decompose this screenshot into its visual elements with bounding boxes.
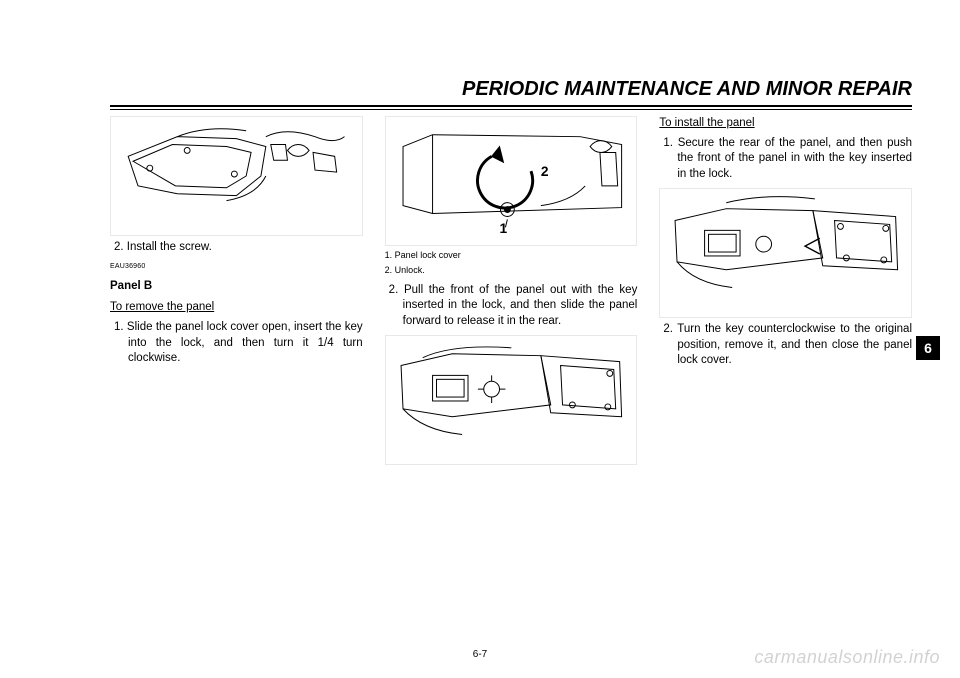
section-tab-label: 6 <box>924 340 932 356</box>
col2-caption1: 1. Panel lock cover <box>385 250 638 261</box>
page-title: PERIODIC MAINTENANCE AND MINOR REPAIR <box>110 78 912 101</box>
page-header: PERIODIC MAINTENANCE AND MINOR REPAIR <box>110 78 912 112</box>
illustration-lock-cover: 2 1 <box>385 116 638 246</box>
col3-install-step1: 1. Secure the rear of the panel, and the… <box>659 136 912 183</box>
illustration-panel-install <box>659 188 912 318</box>
panel-install-svg <box>660 189 911 317</box>
svg-text:2: 2 <box>541 164 549 179</box>
page-number: 6-7 <box>473 649 487 660</box>
column-2: 2 1 1. Panel lock cover 2. Unlock. 2. Pu… <box>385 116 638 469</box>
lock-cover-svg: 2 1 <box>386 117 637 245</box>
col1-panel-heading: Panel B <box>110 279 363 295</box>
column-3: To install the panel 1. Secure the rear … <box>659 116 912 469</box>
panel-a-svg <box>111 117 362 235</box>
watermark: carmanualsonline.info <box>754 647 940 668</box>
col3-install-step2: 2. Turn the key counterclockwise to the … <box>659 322 912 369</box>
col1-step2: 2. Install the screw. <box>110 240 363 256</box>
column-1: 2. Install the screw. EAU36960 Panel B T… <box>110 116 363 469</box>
header-rule-thick <box>110 105 912 107</box>
content-columns: 2. Install the screw. EAU36960 Panel B T… <box>110 116 912 469</box>
section-tab: 6 <box>916 336 940 360</box>
col1-remove-heading: To remove the panel <box>110 300 363 316</box>
illustration-panel-a <box>110 116 363 236</box>
header-rule-thin <box>110 109 912 110</box>
col2-caption2: 2. Unlock. <box>385 265 638 276</box>
illustration-panel-open <box>385 335 638 465</box>
col1-refcode: EAU36960 <box>110 262 363 271</box>
page: PERIODIC MAINTENANCE AND MINOR REPAIR <box>0 0 960 678</box>
col2-step2: 2. Pull the front of the panel out with … <box>385 283 638 330</box>
panel-open-svg <box>386 336 637 464</box>
col3-install-heading: To install the panel <box>659 116 912 132</box>
col1-remove-step1: 1. Slide the panel lock cover open, inse… <box>110 320 363 367</box>
